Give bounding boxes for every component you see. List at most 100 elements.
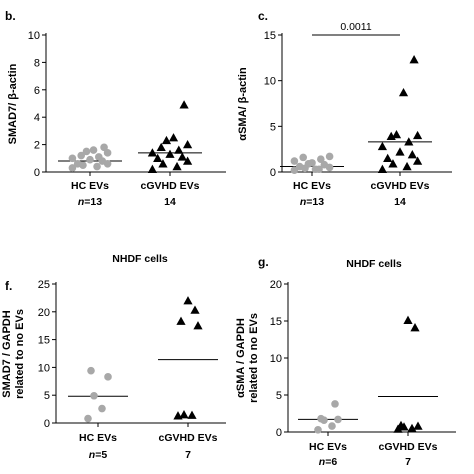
y-tick-label: 2 bbox=[34, 140, 40, 152]
data-point-triangle bbox=[377, 164, 387, 173]
x-category-label: cGVHD EVs bbox=[379, 441, 438, 453]
data-point-triangle bbox=[168, 133, 179, 142]
data-point-triangle bbox=[410, 323, 420, 332]
data-point-circle bbox=[314, 425, 322, 434]
data-point-triangle bbox=[183, 156, 193, 165]
panel-letter: b. bbox=[5, 9, 16, 23]
y-tick-label: 10 bbox=[270, 353, 282, 365]
data-point-triangle bbox=[147, 164, 157, 173]
data-point-triangle bbox=[165, 149, 175, 158]
data-point-circle bbox=[86, 155, 94, 164]
data-point-circle bbox=[331, 400, 339, 408]
data-point-triangle bbox=[388, 159, 398, 168]
data-point-circle bbox=[311, 165, 320, 174]
data-point-triangle bbox=[156, 142, 166, 152]
x-category-label: HC EVs bbox=[79, 432, 117, 444]
y-tick-label: 10 bbox=[28, 30, 40, 42]
x-category-label: HC EVs bbox=[293, 180, 331, 192]
x-category-label: cGVHD EVs bbox=[159, 432, 218, 444]
data-point-circle bbox=[317, 414, 325, 423]
data-point-triangle bbox=[377, 141, 387, 151]
y-tick-label: 0 bbox=[276, 427, 282, 439]
data-point-triangle bbox=[172, 161, 182, 171]
data-point-triangle bbox=[193, 321, 203, 330]
data-point-circle bbox=[100, 143, 108, 152]
data-point-triangle bbox=[407, 423, 417, 432]
data-point-triangle bbox=[179, 100, 189, 109]
data-point-triangle bbox=[190, 305, 200, 314]
data-point-circle bbox=[95, 153, 103, 161]
x-n-label: 14 bbox=[394, 196, 406, 208]
y-tick-label: 20 bbox=[270, 279, 282, 291]
data-point-triangle bbox=[177, 152, 187, 161]
data-point-circle bbox=[89, 146, 98, 154]
x-n-label: n=13 bbox=[300, 196, 324, 208]
y-tick-label: 15 bbox=[264, 30, 276, 42]
y-tick-label: 6 bbox=[34, 85, 40, 97]
data-point-triangle bbox=[409, 55, 419, 64]
data-point-triangle bbox=[187, 410, 197, 419]
data-point-circle bbox=[84, 414, 92, 423]
x-n-label: 14 bbox=[164, 196, 176, 208]
data-point-circle bbox=[104, 373, 112, 381]
data-point-triangle bbox=[161, 135, 172, 145]
data-point-triangle bbox=[402, 161, 412, 171]
y-tick-label: 5 bbox=[44, 390, 50, 402]
data-point-circle bbox=[328, 422, 336, 430]
data-point-triangle bbox=[398, 87, 409, 97]
x-category-label: cGVHD EVs bbox=[371, 180, 430, 192]
chart-title: NHDF cells bbox=[112, 253, 168, 265]
data-point-circle bbox=[325, 152, 334, 161]
x-n-label: n=13 bbox=[78, 196, 102, 208]
data-point-circle bbox=[77, 151, 85, 160]
y-tick-label: 5 bbox=[276, 390, 282, 402]
y-tick-label: 0 bbox=[44, 418, 50, 430]
data-point-triangle bbox=[174, 145, 184, 154]
data-point-circle bbox=[320, 160, 329, 169]
data-point-triangle bbox=[395, 147, 405, 156]
data-point-circle bbox=[68, 154, 77, 163]
data-point-circle bbox=[73, 159, 82, 168]
y-axis-title: SMAD7 / GAPDHrelated to no EVs bbox=[1, 309, 26, 399]
data-point-circle bbox=[290, 157, 299, 165]
data-point-circle bbox=[299, 153, 308, 162]
data-point-triangle bbox=[391, 129, 402, 139]
y-tick-label: 4 bbox=[34, 112, 40, 124]
data-point-triangle bbox=[179, 410, 189, 419]
data-point-triangle bbox=[183, 140, 193, 149]
data-point-circle bbox=[90, 391, 98, 400]
data-point-circle bbox=[93, 162, 101, 171]
data-point-circle bbox=[68, 164, 77, 172]
data-point-circle bbox=[290, 166, 299, 174]
data-point-triangle bbox=[147, 148, 157, 157]
x-category-label: HC EVs bbox=[309, 441, 347, 453]
x-category-label: cGVHD EVs bbox=[141, 180, 200, 192]
y-tick-label: 0 bbox=[270, 167, 276, 179]
pvalue-label: 0.0011 bbox=[340, 21, 371, 33]
data-point-triangle bbox=[407, 150, 417, 159]
x-n-label: 7 bbox=[405, 456, 411, 468]
y-tick-label: 20 bbox=[38, 307, 50, 319]
data-point-triangle bbox=[383, 153, 393, 162]
data-point-circle bbox=[103, 149, 112, 157]
data-point-circle bbox=[295, 162, 304, 171]
data-point-circle bbox=[82, 147, 91, 156]
panel-letter: f. bbox=[5, 279, 12, 293]
data-point-triangle bbox=[413, 130, 423, 140]
y-tick-label: 10 bbox=[264, 76, 276, 88]
data-point-circle bbox=[317, 155, 325, 164]
y-tick-label: 8 bbox=[34, 57, 40, 69]
data-point-triangle bbox=[403, 315, 413, 324]
data-point-triangle bbox=[413, 421, 423, 430]
data-point-triangle bbox=[404, 137, 414, 146]
data-point-triangle bbox=[396, 420, 406, 430]
data-point-circle bbox=[87, 366, 95, 375]
data-point-triangle bbox=[153, 153, 163, 162]
y-tick-label: 25 bbox=[38, 279, 50, 291]
data-point-triangle bbox=[413, 156, 423, 165]
panel-letter: c. bbox=[258, 9, 268, 23]
x-n-label: n=6 bbox=[319, 456, 338, 468]
x-category-label: HC EVs bbox=[71, 180, 109, 192]
data-point-triangle bbox=[158, 159, 168, 168]
